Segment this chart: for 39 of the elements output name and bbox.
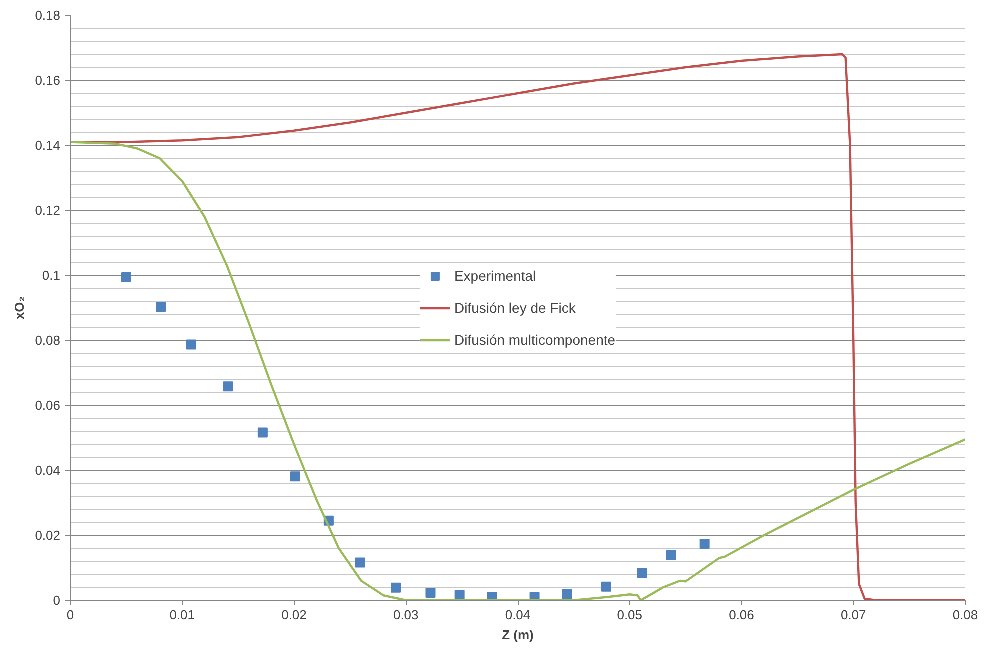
- y-axis-title: xO₂: [12, 296, 28, 320]
- point: [391, 582, 402, 593]
- y-tick-label: 0.1: [42, 268, 61, 283]
- point: [156, 302, 166, 312]
- y-tick-label: 0.08: [35, 333, 61, 348]
- x-tick-label: 0: [66, 608, 74, 622]
- point: [186, 340, 196, 350]
- y-tick-label: 0.12: [35, 203, 61, 218]
- point: [223, 382, 234, 392]
- x-tick-label: 0.06: [729, 608, 754, 622]
- y-tick-label: 0.16: [35, 73, 61, 88]
- legend-label: Experimental: [454, 268, 536, 284]
- y-tick-label: 0.04: [35, 463, 61, 478]
- y-tick-label: 0.06: [35, 398, 61, 413]
- point: [121, 272, 132, 282]
- point: [426, 588, 436, 598]
- point: [454, 590, 465, 600]
- point: [700, 538, 710, 549]
- y-tick-label: 0: [53, 593, 61, 608]
- x-tick-label: 0.03: [393, 608, 419, 622]
- y-tick-label: 0.18: [35, 8, 61, 23]
- point: [637, 568, 648, 578]
- point: [601, 582, 612, 592]
- point: [355, 558, 366, 568]
- x-tick-label: 0.05: [617, 608, 643, 622]
- x-axis-title: Z (m): [502, 628, 534, 642]
- point: [290, 472, 300, 482]
- x-tick-label: 0.01: [170, 608, 196, 622]
- x-tick-label: 0.04: [505, 608, 531, 622]
- point: [562, 589, 572, 600]
- legend-label: Difusión multicomponente: [454, 332, 616, 348]
- y-tick-label: 0.14: [35, 138, 61, 153]
- point: [258, 428, 268, 438]
- y-tick-label: 0.02: [35, 528, 61, 543]
- x-tick-label: 0.07: [840, 608, 866, 622]
- point: [666, 550, 676, 560]
- x-tick-label: 0.02: [282, 608, 307, 622]
- legend-label: Difusión ley de Fick: [454, 300, 576, 316]
- x-tick-label: 0.08: [952, 608, 978, 622]
